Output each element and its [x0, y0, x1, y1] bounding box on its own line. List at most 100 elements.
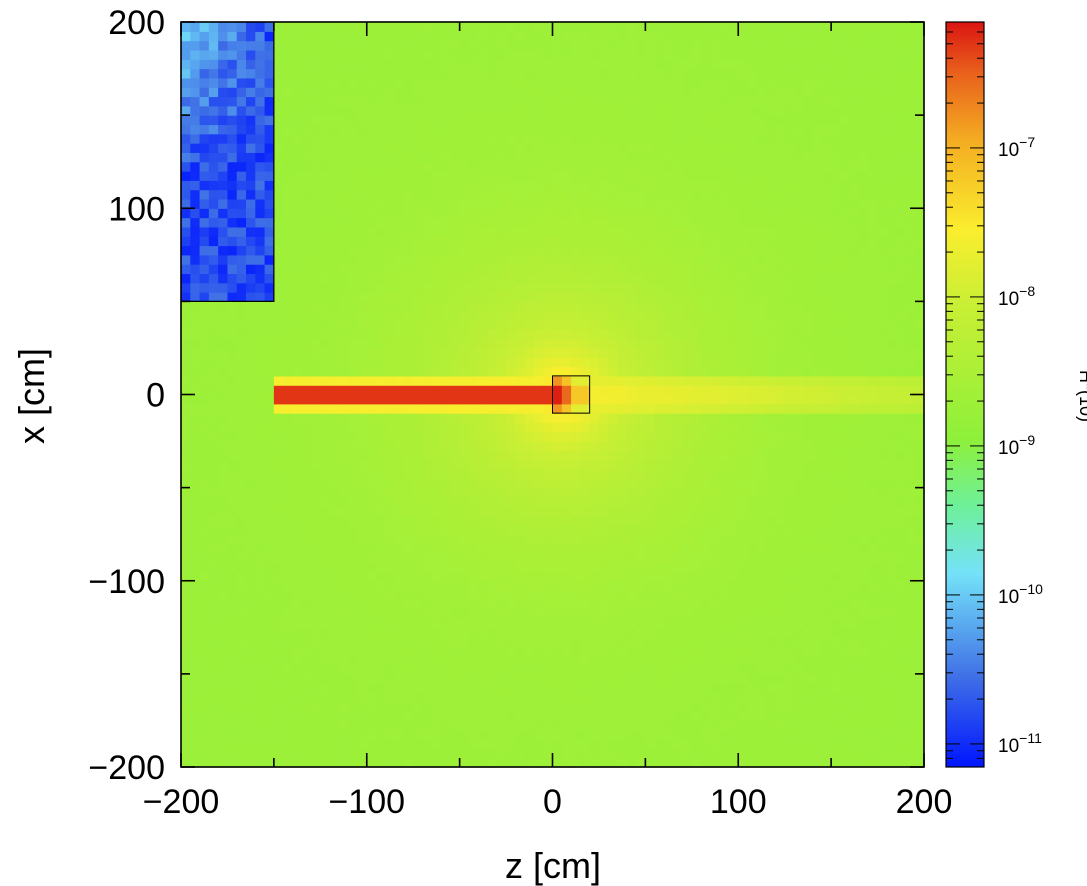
heatmap-cell: [552, 347, 563, 358]
heatmap-cell: [292, 375, 303, 386]
heatmap-cell: [431, 161, 442, 172]
heatmap-cell: [441, 292, 451, 302]
heatmap-cell: [181, 543, 191, 554]
heatmap-cell: [710, 534, 721, 545]
heatmap-cell: [236, 757, 247, 768]
heatmap-cell: [654, 413, 665, 424]
heatmap-cell: [515, 645, 526, 656]
heatmap-cell: [645, 217, 656, 228]
heatmap-cell: [366, 245, 377, 256]
heatmap-cell: [459, 161, 470, 172]
heatmap-cell: [626, 105, 637, 116]
heatmap-cell: [459, 198, 470, 209]
heatmap-cell: [571, 171, 581, 181]
heatmap-cell: [311, 757, 321, 768]
heatmap-cell: [533, 310, 544, 321]
heatmap-cell: [329, 320, 340, 330]
heatmap-cell: [236, 77, 247, 88]
heatmap-cell: [190, 534, 201, 545]
heatmap-cell: [533, 459, 544, 470]
heatmap-cell: [348, 105, 359, 116]
heatmap-cell: [626, 496, 637, 507]
heatmap-cell: [338, 496, 349, 507]
heatmap-cell: [617, 580, 628, 591]
heatmap-cell: [283, 673, 294, 684]
heatmap-cell: [199, 655, 210, 666]
heatmap-cell: [608, 683, 619, 694]
heatmap-cell: [292, 673, 303, 684]
heatmap-cell: [589, 636, 600, 647]
heatmap-cell: [376, 161, 386, 172]
heatmap-cell: [431, 301, 442, 312]
heatmap-cell: [301, 562, 312, 573]
heatmap-cell: [682, 450, 693, 461]
heatmap-cell: [598, 562, 609, 573]
heatmap-cell: [338, 152, 349, 163]
heatmap-cell: [756, 469, 767, 479]
heatmap-cell: [376, 627, 386, 638]
heatmap-cell: [236, 59, 247, 70]
heatmap-cell: [701, 152, 711, 163]
heatmap-cell: [459, 729, 470, 740]
heatmap-cell: [533, 450, 544, 461]
heatmap-cell: [366, 655, 377, 666]
heatmap-cell: [292, 282, 303, 293]
heatmap-cell: [756, 431, 767, 442]
heatmap-cell: [478, 394, 489, 405]
heatmap-cell: [236, 534, 247, 545]
heatmap-cell: [264, 431, 275, 442]
heatmap-cell: [329, 77, 340, 88]
heatmap-cell: [654, 59, 665, 70]
heatmap-cell: [701, 422, 711, 433]
heatmap-cell: [255, 618, 266, 628]
heatmap-cell: [515, 301, 526, 312]
heatmap-cell: [728, 40, 739, 51]
heatmap-cell: [255, 301, 266, 312]
heatmap-cell: [626, 524, 637, 535]
heatmap-cell: [710, 124, 721, 135]
heatmap-cell: [413, 236, 424, 247]
heatmap-cell: [524, 96, 535, 107]
heatmap-cell: [747, 441, 758, 451]
heatmap-cell: [580, 562, 591, 573]
heatmap-cell: [292, 487, 303, 498]
heatmap-cell: [227, 273, 238, 284]
heatmap-cell: [496, 161, 507, 172]
heatmap-cell: [459, 31, 470, 42]
heatmap-cell: [738, 152, 749, 163]
heatmap-cell: [598, 403, 609, 414]
heatmap-cell: [598, 515, 609, 526]
heatmap-cell: [710, 627, 721, 638]
heatmap-cell: [227, 236, 238, 247]
heatmap-cell: [218, 459, 229, 470]
heatmap-cell: [301, 571, 312, 582]
heatmap-cell: [691, 534, 702, 545]
heatmap-cell: [311, 180, 321, 191]
heatmap-cell: [478, 469, 489, 479]
heatmap-cell: [663, 68, 674, 79]
heatmap-cell: [673, 524, 684, 535]
heatmap-cell: [478, 152, 489, 163]
heatmap-cell: [459, 329, 470, 340]
heatmap-cell: [264, 133, 275, 144]
heatmap-cell: [181, 692, 191, 703]
heatmap-cell: [441, 68, 451, 79]
heatmap-cell: [552, 413, 563, 424]
heatmap-cell: [264, 403, 275, 414]
heatmap-cell: [543, 301, 554, 312]
heatmap-cell: [329, 68, 340, 79]
heatmap-cell: [478, 22, 489, 32]
heatmap-cell: [422, 441, 433, 451]
heatmap-cell: [487, 580, 498, 591]
heatmap-cell: [533, 701, 544, 712]
heatmap-cell: [738, 31, 749, 42]
heatmap-cell: [329, 254, 340, 265]
heatmap-cell: [524, 524, 535, 535]
heatmap-cell: [645, 96, 656, 107]
heatmap-cell: [580, 515, 591, 526]
heatmap-cell: [376, 729, 386, 740]
heatmap-cell: [366, 329, 377, 340]
heatmap-cell: [719, 413, 730, 424]
heatmap-cell: [320, 31, 331, 42]
heatmap-cell: [747, 105, 758, 116]
